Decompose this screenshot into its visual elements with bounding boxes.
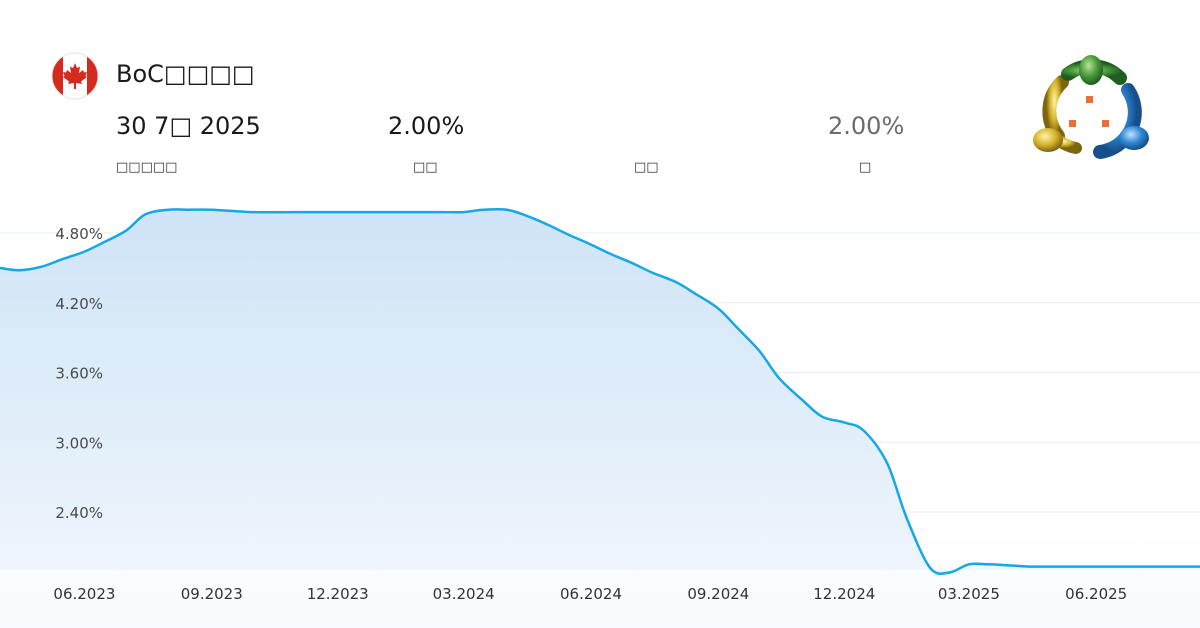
previous-value: 2.00% — [828, 112, 905, 140]
x-tick-label: 06.2025 — [1065, 585, 1127, 603]
metatrader-logo-icon — [1033, 55, 1149, 159]
previous-label: □ — [859, 160, 872, 175]
y-tick-label: 3.00% — [55, 434, 103, 452]
x-tick-label: 12.2024 — [813, 585, 875, 603]
x-tick-label: 12.2023 — [307, 585, 369, 603]
actual-value: 2.00% — [388, 112, 465, 140]
x-tick-label: 09.2023 — [181, 585, 243, 603]
x-tick-label: 09.2024 — [687, 585, 749, 603]
x-tick-label: 06.2023 — [53, 585, 115, 603]
x-tick-label: 03.2024 — [433, 585, 495, 603]
y-axis-ticks: 2.40% 3.00% 3.60% 4.20% 4.80% — [55, 225, 103, 522]
series-line — [0, 207, 1200, 575]
release-date: 30 7□ 2025 — [116, 112, 261, 140]
y-tick-label: 3.60% — [55, 365, 103, 383]
y-tick-label: 4.20% — [55, 295, 103, 313]
x-axis-ticks: 06.2023 09.2023 12.2023 03.2024 06.2024 09.20… — [53, 585, 1127, 603]
x-tick-label: 03.2025 — [938, 585, 1000, 603]
series-area — [0, 209, 1200, 574]
actual-label: □□ — [413, 160, 438, 175]
release-date-label: □□□□□ — [116, 160, 178, 175]
x-tick-label: 06.2024 — [560, 585, 622, 603]
forecast-label: □□ — [634, 160, 659, 175]
y-tick-label: 2.40% — [55, 504, 103, 522]
canada-flag-icon — [51, 52, 99, 100]
y-tick-label: 4.80% — [55, 225, 103, 243]
page-title: BoC□□□□ — [116, 60, 255, 88]
